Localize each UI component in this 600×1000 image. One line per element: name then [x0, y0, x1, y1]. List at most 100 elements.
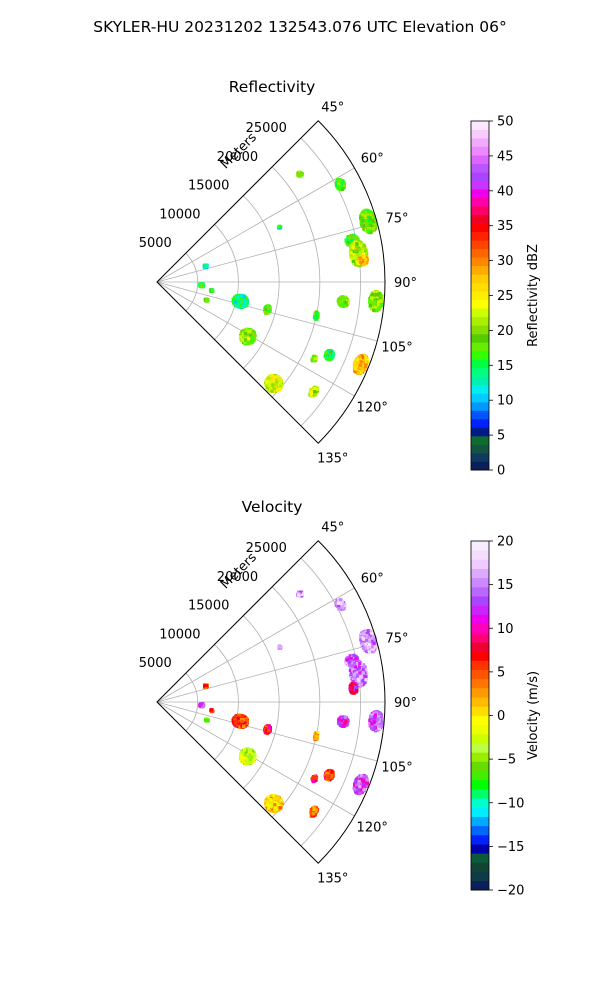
reflectivity-echo-cell: [361, 356, 365, 360]
reflectivity-echo-cell: [345, 238, 349, 242]
reflectivity-echo-cell: [372, 308, 376, 312]
reflectivity-echo-cell: [324, 355, 329, 359]
reflectivity-echo-cell: [357, 369, 362, 373]
reflectivity-echo-cell: [352, 259, 356, 263]
reflectivity-echo-cell: [361, 366, 365, 370]
reflectivity-echo-cell: [362, 255, 366, 259]
reflectivity-echo-cell: [363, 220, 367, 224]
reflectivity-echo-cell: [371, 218, 375, 222]
reflectivity-echo-cell: [343, 298, 347, 302]
reflectivity-echo-cell: [362, 263, 366, 267]
reflectivity-echo-cell: [311, 355, 316, 359]
reflectivity-echo-cell: [235, 296, 240, 300]
reflectivity-echo-cell: [369, 212, 373, 216]
reflectivity-echo-cell: [350, 239, 354, 243]
reflectivity-echo-cell: [350, 247, 354, 251]
reflectivity-echo-cell: [358, 243, 363, 247]
reflectivity-echo-cell: [352, 235, 356, 240]
reflectivity-echo-cell: [354, 256, 358, 260]
reflectivity-echo-cell: [244, 331, 248, 335]
reflectivity-echo-cell: [370, 224, 374, 228]
reflectivity-echo-cell: [253, 334, 257, 338]
reflectivity-echo-cell: [250, 336, 255, 340]
reflectivity-echo-cell: [368, 226, 372, 230]
reflectivity-echo-cell: [246, 337, 251, 341]
reflectivity-echo-cell: [364, 360, 368, 364]
reflectivity-echo-cell: [362, 209, 366, 214]
reflectivity-echo-cell: [355, 357, 359, 361]
reflectivity-echo-cell: [366, 214, 370, 218]
reflectivity-echo-cell: [371, 292, 375, 296]
reflectivity-echo-cell: [364, 249, 368, 253]
reflectivity-echo-cell: [241, 300, 245, 304]
reflectivity-echo-cell: [346, 242, 350, 246]
reflectivity-echo-cell: [340, 187, 345, 191]
reflectivity-echo-cell: [350, 249, 355, 253]
reflectivity-echo-cell: [354, 367, 358, 371]
reflectivity-echo-cell: [263, 306, 267, 310]
reflectivity-echo-cell: [338, 178, 342, 182]
reflectivity-echo-cell: [246, 332, 250, 337]
reflectivity-echo-cell: [350, 251, 354, 255]
reflectivity-echo-cell: [360, 247, 364, 251]
reflectivity-echo-cell: [354, 237, 358, 241]
reflectivity-echo-cell: [267, 306, 271, 310]
reflectivity-echo-cell: [236, 299, 240, 303]
reflectivity-echo-cell: [347, 236, 351, 240]
reflectivity-echo-cell: [368, 223, 372, 227]
reflectivity-echo-cell: [314, 313, 318, 317]
reflectivity-echo-cell: [341, 185, 345, 189]
reflectivity-echo-cell: [372, 226, 376, 231]
reflectivity-echo-cell: [356, 247, 360, 251]
reflectivity-echo-cell: [338, 299, 342, 303]
reflectivity-echo-cell: [245, 301, 249, 305]
reflectivity-echo-cell: [359, 371, 363, 375]
reflectivity-echo-cell: [246, 340, 250, 344]
reflectivity-echo-cell: [241, 304, 245, 308]
reflectivity-echo-cell: [374, 308, 378, 312]
reflectivity-echo-cell: [243, 304, 247, 308]
reflectivity-echo-cell: [249, 334, 253, 338]
reflectivity-azimuth-spoke: [156, 222, 378, 283]
reflectivity-echo-cell: [348, 234, 352, 238]
reflectivity-echo-cell: [248, 329, 252, 333]
reflectivity-echo-cell: [342, 182, 347, 186]
reflectivity-echo-cell: [377, 292, 381, 296]
reflectivity-panel: Reflectivity Meters 50001000015000200002…: [139, 78, 541, 479]
figure-suptitle: SKYLER-HU 20231202 132543.076 UTC Elevat…: [93, 18, 507, 36]
reflectivity-echo-cell: [315, 311, 319, 315]
reflectivity-echo-cell: [243, 336, 247, 340]
reflectivity-echo-cell: [355, 242, 359, 246]
reflectivity-echo-cell: [240, 331, 244, 335]
reflectivity-echo-cell: [358, 367, 362, 371]
reflectivity-echo-cell: [356, 367, 360, 371]
reflectivity-echo-cell: [341, 295, 345, 299]
reflectivity-echo-cell: [358, 251, 362, 255]
reflectivity-echo-cell: [368, 216, 372, 220]
reflectivity-echo-cell: [238, 300, 242, 304]
reflectivity-echo-cell: [362, 224, 366, 228]
reflectivity-echo-cell: [238, 297, 242, 301]
reflectivity-echo-cell: [354, 262, 358, 266]
reflectivity-echo-cell: [378, 305, 382, 309]
reflectivity-echo-cell: [358, 257, 362, 261]
reflectivity-echo-cell: [250, 331, 254, 335]
reflectivity-echo-cell: [337, 181, 341, 185]
reflectivity-echo-cell: [361, 218, 365, 222]
reflectivity-echo-cell: [359, 360, 363, 364]
reflectivity-echo-cell: [374, 300, 378, 304]
reflectivity-echo-cell: [362, 244, 366, 248]
reflectivity-echo-cell: [366, 210, 371, 214]
reflectivity-echo-cell: [238, 304, 242, 308]
reflectivity-echo-cell: [243, 341, 247, 345]
reflectivity-echo-cell: [375, 303, 379, 307]
reflectivity-echo-cell: [357, 361, 361, 365]
reflectivity-echo-cell: [351, 245, 355, 249]
reflectivity-echo-cell: [363, 217, 368, 221]
reflectivity-echo-cell: [373, 298, 377, 302]
reflectivity-echo-cell: [349, 253, 353, 257]
reflectivity-echo-cell: [373, 221, 377, 225]
reflectivity-echo-cell: [377, 303, 381, 307]
reflectivity-echo-cell: [277, 224, 281, 228]
